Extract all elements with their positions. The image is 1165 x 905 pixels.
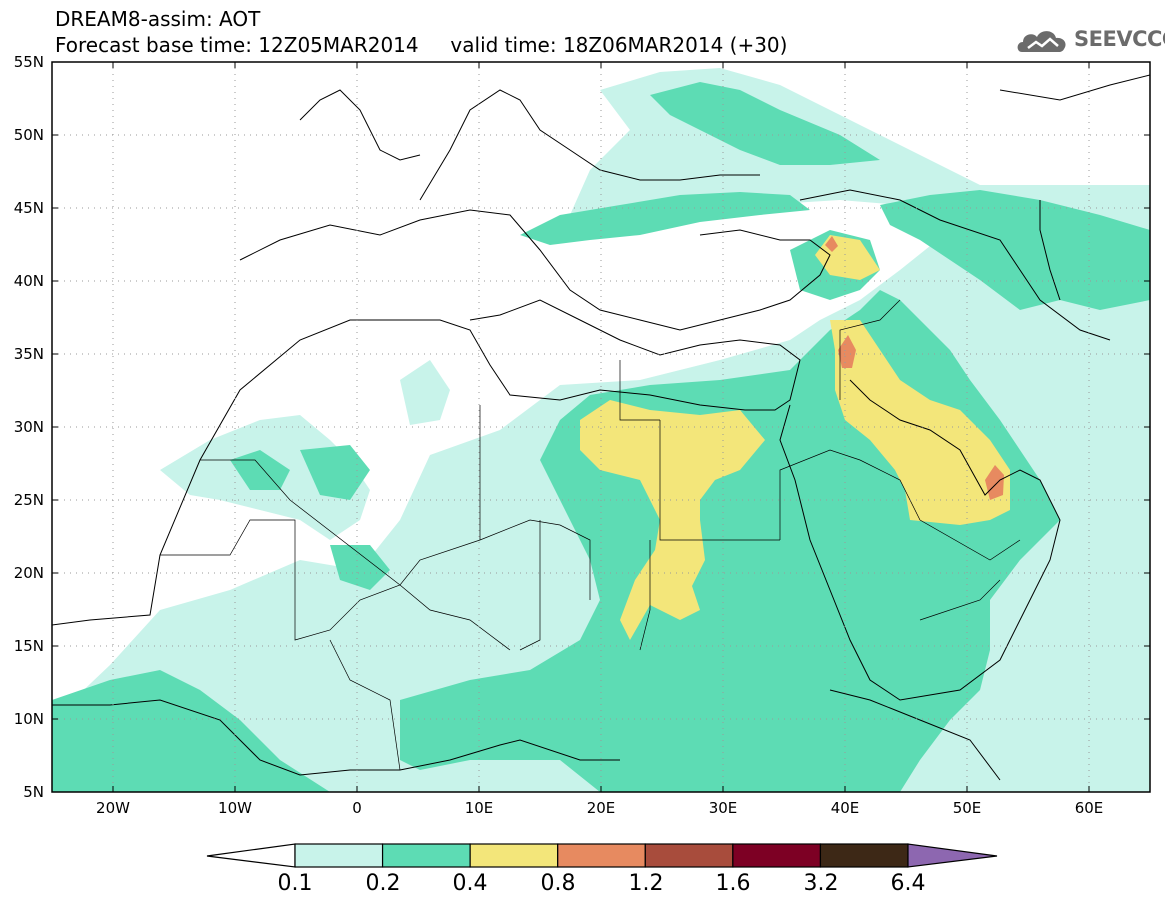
colorbar-bin xyxy=(469,843,559,868)
colorbar-label: 0.2 xyxy=(365,871,401,896)
lon-label: 40E xyxy=(831,799,860,817)
forecast-time-line: Forecast base time: 12Z05MAR2014 valid t… xyxy=(55,33,788,57)
latitude-labels: 55N 50N 45N 40N 35N 30N 25N 20N 15N 10N … xyxy=(14,53,44,801)
aot-contour-fields xyxy=(52,68,1150,792)
aot-band-0.4 xyxy=(580,235,1010,640)
lat-label: 55N xyxy=(14,53,44,71)
lat-label: 45N xyxy=(14,199,44,217)
colorbar-label: 1.6 xyxy=(715,871,751,896)
lon-label: 60E xyxy=(1075,799,1104,817)
lat-label: 30N xyxy=(14,418,44,436)
colorbar-bin xyxy=(644,843,734,868)
longitude-labels: 20W 10W 0 10E 20E 30E 40E 50E 60E xyxy=(96,799,1103,817)
colorbar-bin xyxy=(557,843,646,868)
map-title: DREAM8-assim: AOT xyxy=(55,7,261,31)
lat-label: 15N xyxy=(14,637,44,655)
coastlines xyxy=(52,74,1150,781)
lat-label: 20N xyxy=(14,564,44,582)
colorbar-label: 6.4 xyxy=(890,871,926,896)
logo-text: SEEVCCC xyxy=(1074,27,1165,51)
country-borders xyxy=(160,299,1021,771)
colorbar-bin xyxy=(294,843,384,868)
colorbar-label: 0.1 xyxy=(277,871,313,896)
colorbar-label: 1.2 xyxy=(628,871,664,896)
lon-label: 10E xyxy=(465,799,494,817)
lat-label: 50N xyxy=(14,126,44,144)
axis-ticks xyxy=(52,61,1150,793)
aot-band-0.8 xyxy=(825,236,1004,500)
colorbar-bin xyxy=(819,843,909,868)
colorbar-over-arrow xyxy=(907,843,998,868)
cloud-icon xyxy=(1017,31,1066,52)
colorbar-bins xyxy=(294,843,909,868)
lon-label: 30E xyxy=(709,799,738,817)
lat-label: 40N xyxy=(14,272,44,290)
colorbar-bin xyxy=(732,843,822,868)
lon-label: 0 xyxy=(352,799,362,817)
lon-label: 50E xyxy=(953,799,982,817)
colorbar xyxy=(206,843,998,868)
lon-label: 20W xyxy=(96,799,130,817)
colorbar-label: 3.2 xyxy=(803,871,839,896)
colorbar-label: 0.8 xyxy=(540,871,576,896)
lat-label: 10N xyxy=(14,710,44,728)
lon-label: 20E xyxy=(587,799,616,817)
lon-label: 10W xyxy=(218,799,252,817)
colorbar-bin xyxy=(381,843,471,868)
colorbar-under-arrow xyxy=(206,843,296,868)
seevccc-logo: SEEVCCC xyxy=(1016,24,1165,58)
lat-label: 5N xyxy=(23,783,44,801)
lat-label: 25N xyxy=(14,491,44,509)
colorbar-label: 0.4 xyxy=(452,871,488,896)
lat-label: 35N xyxy=(14,345,44,363)
